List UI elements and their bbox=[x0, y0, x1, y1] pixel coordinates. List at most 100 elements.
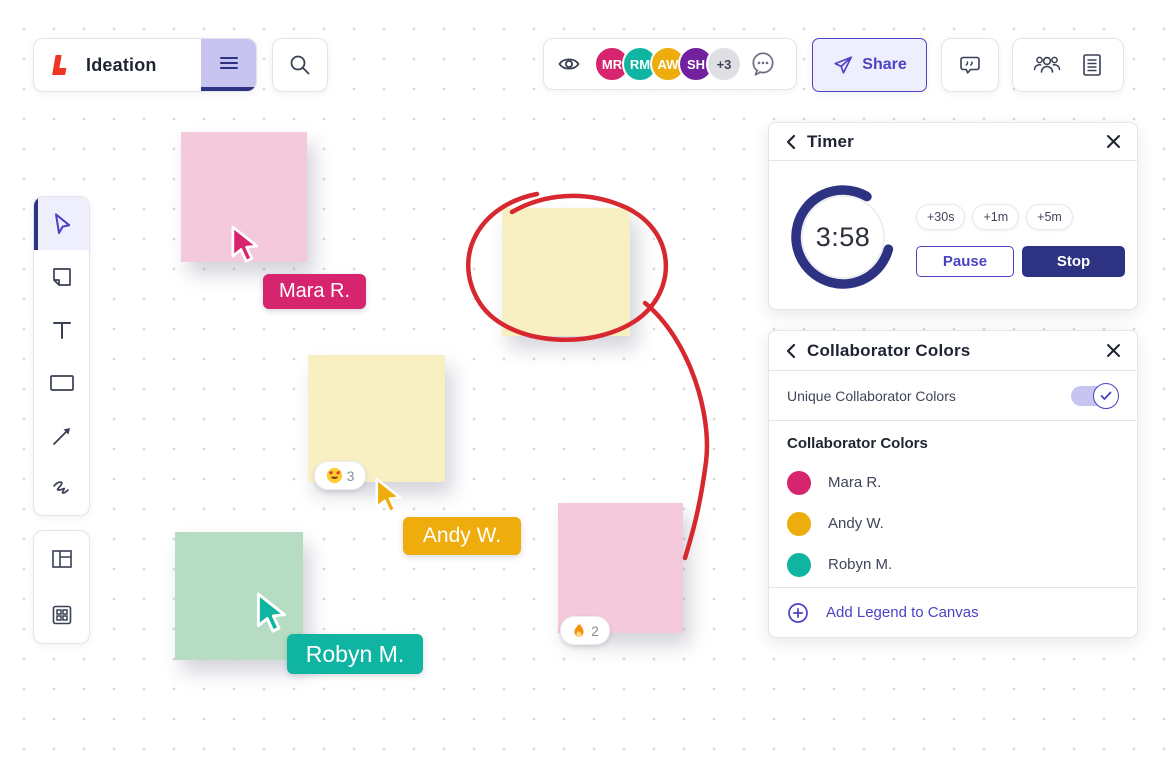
collaborator-name: Andy W. bbox=[828, 515, 884, 532]
close-icon[interactable] bbox=[1106, 343, 1121, 358]
timer-progress-ring: 3:58 bbox=[784, 178, 902, 296]
timer-increment-buttons: +30s +1m +5m bbox=[916, 204, 1073, 230]
arrow-icon bbox=[50, 424, 74, 448]
layout-panels-icon bbox=[50, 547, 74, 571]
board-title: Ideation bbox=[86, 54, 157, 75]
collaborator-row-andy: Andy W. bbox=[769, 503, 1137, 544]
comment-quote-icon bbox=[957, 53, 983, 77]
color-swatch bbox=[787, 511, 811, 536]
layout-toolbar bbox=[33, 530, 90, 644]
collaborator-tag-mara: Mara R. bbox=[263, 274, 366, 309]
shape-tool[interactable] bbox=[34, 356, 89, 409]
collaborator-tag-andy: Andy W. bbox=[403, 517, 521, 555]
avatar-initials: RM bbox=[629, 56, 651, 72]
sticky-note-green[interactable] bbox=[175, 532, 303, 660]
timer-panel: Timer 3:58 +30s +1m +5m Pause Stop bbox=[768, 122, 1138, 310]
timer-remaining-time: 3:58 bbox=[815, 221, 871, 252]
tag-label: Andy W. bbox=[422, 524, 502, 547]
mara-cursor-icon bbox=[229, 225, 260, 264]
close-icon[interactable] bbox=[1106, 134, 1121, 149]
avatar-initials: MR bbox=[601, 56, 623, 72]
select-tool[interactable] bbox=[34, 197, 89, 250]
back-chevron-icon[interactable] bbox=[785, 343, 796, 359]
fire-emoji-icon bbox=[571, 622, 587, 639]
collab-panel-title: Collaborator Colors bbox=[807, 340, 971, 360]
collaborators-people-icon[interactable] bbox=[1032, 52, 1062, 78]
pen-scribble-tool[interactable] bbox=[34, 462, 89, 515]
collaborator-colors-panel: Collaborator Colors Unique Collaborator … bbox=[768, 330, 1138, 638]
search-button[interactable] bbox=[272, 38, 328, 92]
collaborator-tag-robyn: Robyn M. bbox=[287, 634, 423, 674]
avatar-initials: AW bbox=[657, 56, 679, 72]
share-label: Share bbox=[862, 56, 907, 73]
search-icon bbox=[288, 53, 312, 77]
tag-label: Robyn M. bbox=[305, 640, 405, 667]
collaborator-row-robyn: Robyn M. bbox=[769, 544, 1137, 585]
back-chevron-icon[interactable] bbox=[785, 134, 796, 150]
add-5m-button[interactable]: +5m bbox=[1026, 204, 1073, 230]
reaction-badge-heart-eyes[interactable]: 3 bbox=[314, 461, 366, 490]
reaction-badge-fire[interactable]: 2 bbox=[560, 616, 610, 645]
components-tool[interactable] bbox=[34, 587, 89, 643]
collab-panel-header: Collaborator Colors bbox=[769, 331, 1137, 371]
tag-label: Mara R. bbox=[278, 280, 351, 302]
sticky-note-yellow-2[interactable] bbox=[308, 355, 445, 482]
plus-circle-icon bbox=[787, 602, 809, 624]
collaborator-row-mara: Mara R. bbox=[769, 462, 1137, 503]
sticky-note-icon bbox=[50, 265, 74, 289]
reaction-count: 2 bbox=[591, 622, 599, 639]
collaborator-name: Mara R. bbox=[828, 474, 882, 491]
avatar-overflow-count[interactable]: +3 bbox=[706, 46, 742, 82]
unique-colors-label: Unique Collaborator Colors bbox=[787, 387, 956, 404]
visibility-eye-icon[interactable] bbox=[556, 52, 582, 76]
stop-button[interactable]: Stop bbox=[1022, 246, 1125, 277]
collaborator-name: Robyn M. bbox=[828, 556, 893, 573]
add-1m-button[interactable]: +1m bbox=[972, 204, 1020, 230]
heart-eyes-emoji-icon bbox=[326, 467, 343, 484]
text-tool[interactable] bbox=[34, 303, 89, 356]
collab-colors-section-title: Collaborator Colors bbox=[787, 435, 928, 452]
chat-bubble-button[interactable] bbox=[744, 45, 782, 83]
arrow-connector-tool[interactable] bbox=[34, 409, 89, 462]
scribble-icon bbox=[50, 477, 74, 501]
grid-squares-icon bbox=[50, 603, 74, 627]
share-button[interactable]: Share bbox=[812, 38, 927, 92]
color-swatch bbox=[787, 470, 811, 495]
notes-document-icon[interactable] bbox=[1080, 52, 1104, 78]
toggle-knob-check-icon bbox=[1093, 382, 1119, 409]
add-30s-button[interactable]: +30s bbox=[916, 204, 966, 230]
board-header: Ideation bbox=[33, 38, 257, 92]
robyn-cursor-icon bbox=[254, 592, 288, 634]
board-meta-toolbar bbox=[1012, 38, 1124, 92]
board-menu-button[interactable] bbox=[201, 39, 256, 91]
sticky-note-pink-2[interactable] bbox=[558, 503, 683, 633]
rectangle-icon bbox=[49, 373, 75, 393]
presence-toolbar: MR RM AW SH +3 bbox=[543, 38, 797, 90]
frames-tool[interactable] bbox=[34, 531, 89, 587]
pause-button[interactable]: Pause bbox=[916, 246, 1014, 277]
unique-colors-row: Unique Collaborator Colors bbox=[769, 371, 1137, 421]
add-legend-label: Add Legend to Canvas bbox=[826, 604, 979, 621]
tools-toolbar bbox=[33, 196, 90, 516]
app-logo-icon bbox=[48, 53, 72, 77]
color-swatch bbox=[787, 552, 811, 577]
timer-panel-header: Timer bbox=[769, 123, 1137, 161]
paper-plane-icon bbox=[832, 54, 854, 76]
timer-action-buttons: Pause Stop bbox=[916, 246, 1125, 277]
comments-button[interactable] bbox=[941, 38, 999, 92]
avatar-group: MR RM AW SH +3 bbox=[594, 46, 742, 82]
reaction-count: 3 bbox=[346, 467, 355, 484]
cursor-arrow-icon bbox=[51, 212, 73, 236]
hamburger-icon bbox=[219, 56, 238, 70]
overflow-label: +3 bbox=[716, 56, 732, 72]
timer-panel-title: Timer bbox=[807, 131, 854, 151]
add-legend-button[interactable]: Add Legend to Canvas bbox=[769, 587, 1137, 637]
unique-colors-toggle[interactable] bbox=[1071, 382, 1119, 409]
sticky-note-tool[interactable] bbox=[34, 250, 89, 303]
sticky-note-yellow-circled[interactable] bbox=[502, 208, 630, 336]
text-tool-icon bbox=[51, 319, 73, 341]
andy-cursor-icon bbox=[373, 477, 403, 515]
collaborator-list: Mara R. Andy W. Robyn M. bbox=[769, 462, 1137, 585]
avatar-initials: SH bbox=[686, 56, 706, 72]
